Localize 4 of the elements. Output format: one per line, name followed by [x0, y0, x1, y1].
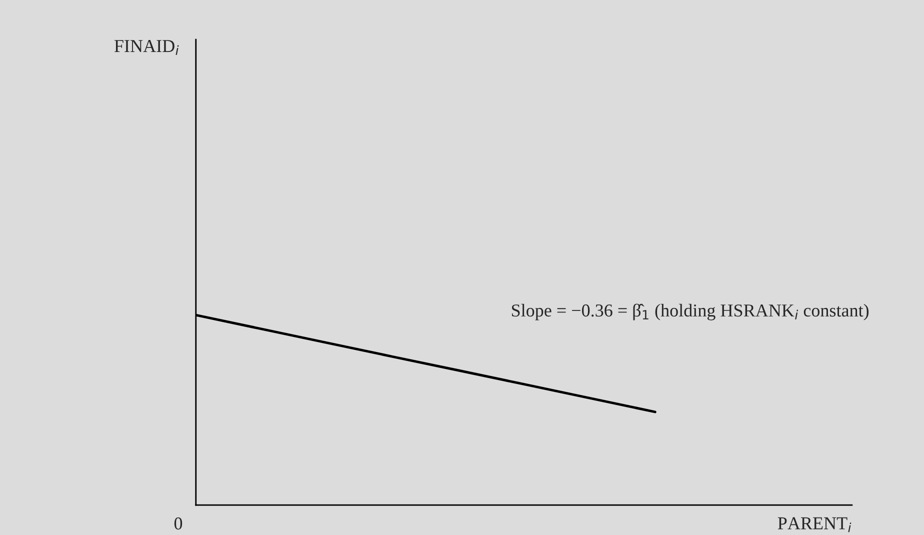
annotation: Slope = −0.36 = β̂$_{1}$ (holding HSRANK$_{i}$ constant): [512, 304, 869, 320]
x-axis-title: PARENT$_{i}$: [778, 517, 852, 532]
text: 0: [174, 517, 182, 530]
text: FINAID$_{i}$: [114, 40, 179, 55]
